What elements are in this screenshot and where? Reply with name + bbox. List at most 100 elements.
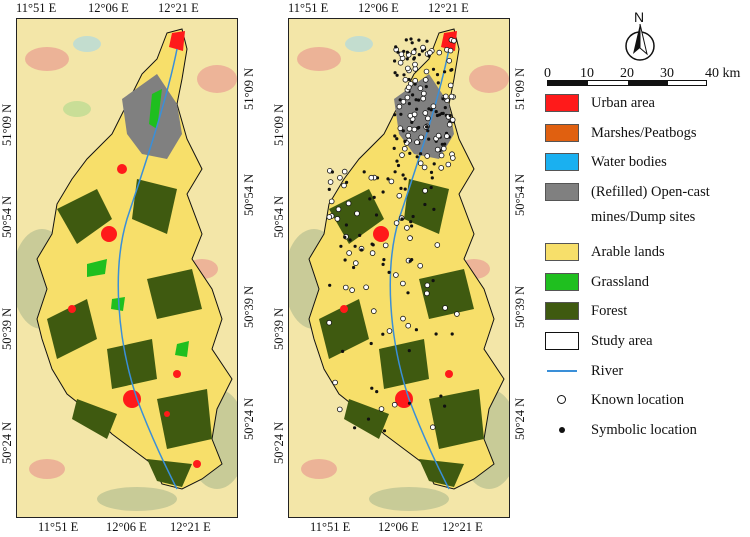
scale-bar — [547, 80, 707, 86]
known-location-point — [420, 44, 426, 51]
legend-item-water: Water bodies — [545, 151, 750, 173]
known-location-point — [441, 145, 447, 152]
symbolic-location-point — [386, 177, 390, 181]
forest-patches — [319, 179, 484, 487]
symbolic-location-point — [443, 142, 447, 146]
water-swatch — [545, 153, 579, 171]
known-location-point — [399, 152, 405, 158]
known-location-point — [411, 126, 418, 133]
grassland-swatch — [545, 273, 579, 291]
known-location-point — [363, 284, 369, 291]
symbolic-location-point — [429, 170, 434, 174]
symbolic-location-point — [353, 426, 357, 430]
symbolic-location-point — [401, 129, 405, 133]
symbolic-location-point — [399, 112, 403, 116]
known-location-point — [327, 179, 334, 185]
known-location-point — [430, 103, 437, 110]
urban-swatch — [545, 94, 579, 112]
symbolic-location-point — [368, 197, 372, 201]
symbolic-location-point — [395, 137, 399, 141]
known-location-point — [378, 406, 385, 412]
legend-item-study-area: Study area — [545, 330, 750, 352]
known-location-point — [368, 174, 375, 181]
symbolic-location-point — [427, 137, 431, 141]
known-location-point — [448, 93, 455, 100]
legend-item-mines: (Refilled) Open-cast mines/Dump sites — [545, 181, 750, 227]
filled-circle-icon — [559, 427, 565, 433]
grassland-patches — [87, 89, 189, 357]
forest-swatch — [545, 302, 579, 320]
symbolic-location-point — [394, 45, 398, 49]
known-location-point — [328, 198, 335, 205]
legend-item-river: River — [545, 360, 750, 382]
symbolic-location-point — [450, 68, 454, 72]
known-location-point — [417, 160, 424, 167]
known-location-point — [454, 311, 460, 317]
known-location-point — [402, 76, 409, 83]
symbolic-location-point — [408, 259, 412, 263]
symbolic-location-point — [393, 134, 397, 138]
symbolic-location-point — [396, 163, 401, 168]
legend-label: Known location — [591, 392, 685, 408]
known-location-point — [405, 322, 411, 329]
symbolic-location-point — [427, 107, 431, 111]
symbolic-location-point — [410, 120, 414, 124]
symbolic-location-point — [411, 214, 415, 219]
symbolic-location-point — [393, 113, 397, 117]
known-location-point — [354, 210, 360, 217]
symbolic-location-point — [370, 386, 374, 390]
lon-label-bottom-right-2: 12°06 E — [378, 520, 419, 534]
scale-label-40: 40 km — [705, 66, 741, 81]
symbolic-location-point — [345, 180, 349, 184]
symbolic-location-point — [374, 213, 379, 217]
known-location-point — [341, 168, 348, 175]
legend-item-forest: Forest — [545, 300, 750, 322]
known-location-point — [443, 93, 449, 100]
known-location-point — [382, 242, 389, 249]
known-location-point — [435, 132, 442, 139]
lat-label-r2: 50°54 N — [272, 195, 286, 238]
symbolic-location-point — [327, 187, 331, 191]
lat-label-l2: 50°54 N — [0, 195, 14, 238]
known-location-point — [405, 132, 411, 139]
known-location-point — [434, 146, 441, 153]
symbolic-location-point — [450, 332, 454, 336]
symbolic-location-point — [448, 114, 452, 118]
symbolic-location-point — [401, 173, 405, 177]
land-use-with-locations-map[interactable] — [288, 18, 510, 518]
known-location-point — [346, 250, 352, 256]
known-location-point — [434, 242, 441, 248]
land-use-map[interactable] — [16, 18, 238, 518]
lon-label-top-left-1: 11°51 E — [16, 1, 57, 15]
symbolic-location-point — [414, 328, 418, 332]
known-location-point — [412, 61, 418, 68]
symbolic-location-point — [387, 270, 391, 274]
known-location-point — [332, 379, 338, 386]
known-location-point — [336, 406, 343, 413]
legend-item-marshes: Marshes/Peatbogs — [545, 122, 750, 144]
lon-label-top-right-3: 12°21 E — [428, 1, 469, 15]
symbolic-location-point — [439, 394, 443, 398]
known-location-point — [396, 193, 403, 199]
known-location-point — [404, 94, 411, 101]
symbolic-location-point — [348, 238, 352, 242]
symbolic-location-point — [366, 417, 371, 421]
lon-label-top-left-3: 12°21 E — [158, 1, 199, 15]
known-location-point — [388, 178, 395, 185]
symbolic-location-point — [424, 85, 428, 89]
symbolic-location-point — [396, 50, 400, 54]
symbolic-location-point — [437, 113, 442, 117]
known-location-point — [422, 77, 429, 83]
symbolic-location-point — [393, 170, 397, 174]
lat-label-rr4: 50°24 N — [513, 397, 527, 440]
known-location-point — [421, 90, 427, 97]
forest-patches — [47, 179, 212, 487]
lat-label-m3: 50°39 N — [242, 285, 256, 328]
lat-label-m4: 50°24 N — [242, 397, 256, 440]
lon-label-bottom-right-3: 12°21 E — [442, 520, 483, 534]
symbolic-location-point — [330, 170, 334, 174]
symbolic-location-point — [399, 186, 403, 190]
legend-label: Symbolic location — [591, 422, 697, 438]
symbolic-location-point — [382, 258, 386, 262]
symbolic-location-point — [381, 190, 385, 194]
